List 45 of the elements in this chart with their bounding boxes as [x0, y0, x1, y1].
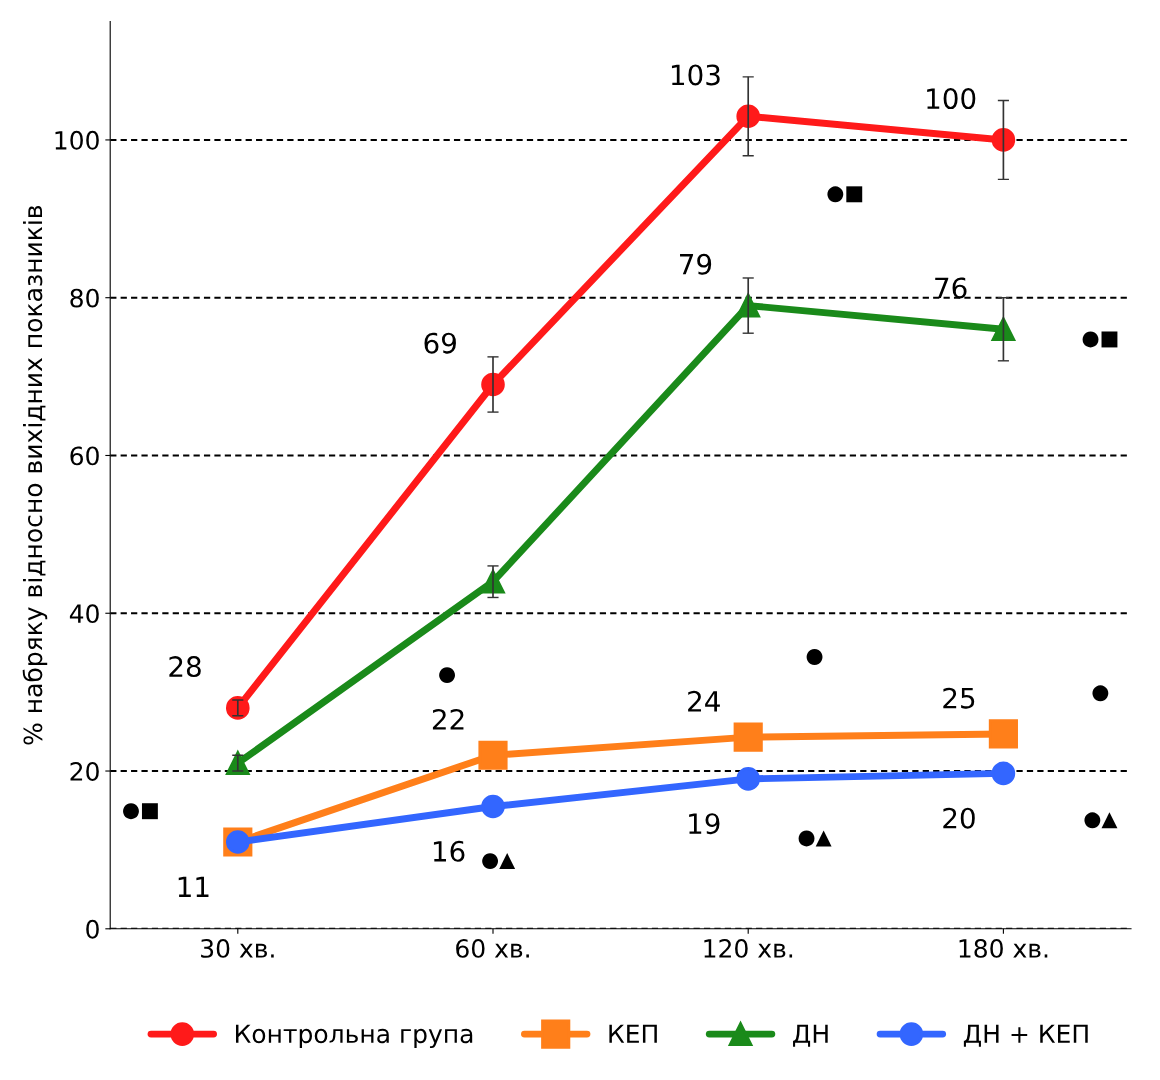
- y-tick-label: 60: [70, 446, 99, 466]
- y-tick-label: 80: [70, 288, 99, 308]
- data-label: 19: [689, 813, 720, 835]
- data-label: 16: [433, 840, 465, 862]
- y-tick-label: 40: [69, 604, 99, 624]
- data-label: 28: [169, 656, 201, 678]
- data-label: 25: [943, 687, 975, 709]
- annotation: ●: [439, 667, 456, 684]
- point: [988, 719, 1018, 749]
- data-label: 103: [671, 64, 720, 86]
- point: [478, 740, 508, 770]
- point: [733, 722, 763, 752]
- point: [736, 767, 761, 791]
- legend-label: ДН: [793, 1024, 828, 1047]
- y-axis-title: % набряку відносно вихідних показників: [22, 205, 48, 745]
- annotation: ●▲: [1084, 812, 1118, 829]
- x-tick-label: 60 хв.: [456, 938, 529, 958]
- point: [991, 317, 1016, 342]
- x-tick-label: 30 хв.: [201, 938, 274, 958]
- data-label: 11: [178, 876, 209, 897]
- data-label: 79: [680, 253, 712, 275]
- annotation: ●■: [123, 803, 158, 820]
- point: [991, 128, 1016, 152]
- data-label: 69: [424, 332, 456, 354]
- y-tick-label: 100: [55, 130, 99, 150]
- legend-label: Контрольна група: [236, 1024, 473, 1049]
- y-tick-label: 20: [70, 761, 99, 781]
- annotation: ●■: [1082, 331, 1118, 348]
- x-tick-label: 180 хв.: [959, 938, 1048, 958]
- legend-label: КЕП: [609, 1024, 657, 1043]
- x-tick-label: 120 хв.: [704, 938, 793, 958]
- data-label: 76: [935, 277, 967, 299]
- annotation: ●■: [827, 186, 863, 203]
- legend-label: ДН + КЕП: [963, 1024, 1088, 1047]
- data-label: 22: [432, 708, 464, 730]
- point: [481, 794, 505, 819]
- point: [991, 761, 1016, 786]
- data-label: 100: [927, 88, 976, 110]
- annotation: ●: [1092, 685, 1109, 702]
- annotation: ●: [806, 649, 823, 665]
- y-tick-label: 0: [86, 919, 99, 939]
- data-label: 24: [688, 690, 720, 712]
- annotation: ●▲: [482, 853, 516, 870]
- annotation: ●▲: [798, 830, 832, 847]
- data-label: 20: [943, 807, 975, 829]
